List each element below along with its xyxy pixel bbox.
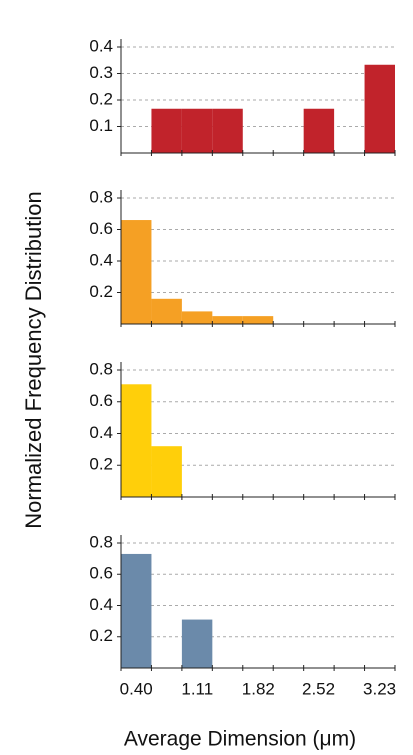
y-tick-label: 0.4 bbox=[89, 36, 113, 55]
y-tick-label: 0.6 bbox=[89, 391, 113, 410]
y-tick-label: 0.2 bbox=[89, 626, 113, 645]
bar bbox=[181, 108, 213, 153]
y-tick-label: 0.6 bbox=[89, 564, 113, 583]
bar bbox=[303, 108, 335, 153]
x-tick-label: 2.52 bbox=[302, 679, 335, 698]
y-tick-label: 0.4 bbox=[89, 595, 113, 614]
y-tick-label: 0.4 bbox=[89, 423, 113, 442]
y-tick-label: 0.3 bbox=[89, 63, 113, 82]
bar bbox=[121, 384, 152, 497]
bar bbox=[181, 311, 213, 324]
bar bbox=[121, 553, 152, 668]
y-tick-label: 0.4 bbox=[89, 250, 113, 269]
y-tick-label: 0.1 bbox=[89, 116, 113, 135]
x-tick-label: 1.82 bbox=[242, 679, 275, 698]
bar bbox=[212, 108, 243, 153]
x-axis-label: Average Dimension (μm) bbox=[124, 728, 356, 751]
bar bbox=[151, 298, 182, 324]
y-tick-label: 0.8 bbox=[89, 532, 113, 551]
bar bbox=[242, 316, 274, 324]
bar bbox=[151, 446, 182, 497]
y-tick-label: 0.8 bbox=[89, 359, 113, 378]
bar bbox=[151, 108, 182, 153]
y-tick-label: 0.2 bbox=[89, 89, 113, 108]
y-axis-label: Normalized Frequency Distribution bbox=[21, 191, 46, 528]
x-tick-label: 3.23 bbox=[363, 679, 396, 698]
y-tick-label: 0.6 bbox=[89, 219, 113, 238]
bar bbox=[212, 316, 243, 324]
bar bbox=[121, 220, 152, 324]
x-tick-label: 0.40 bbox=[120, 679, 153, 698]
bar bbox=[181, 619, 213, 668]
bar bbox=[364, 64, 395, 153]
y-tick-label: 0.2 bbox=[89, 455, 113, 474]
y-tick-label: 0.2 bbox=[89, 282, 113, 301]
x-tick-label: 1.11 bbox=[181, 679, 213, 698]
y-tick-label: 0.8 bbox=[89, 187, 113, 206]
